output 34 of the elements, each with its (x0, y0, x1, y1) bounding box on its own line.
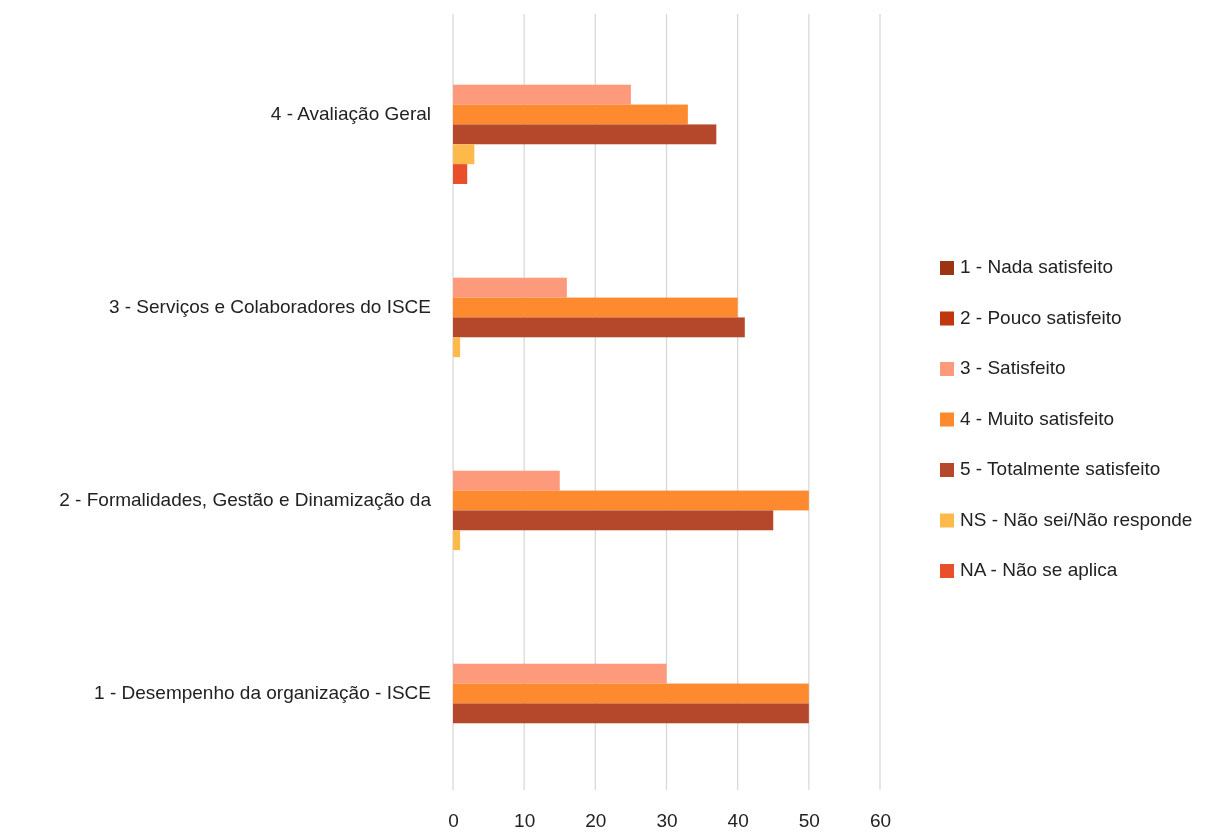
bar (453, 104, 688, 125)
y-tick-label: 2 - Formalidades, Gestão e Dinamização da (59, 488, 432, 510)
legend-label: 3 - Satisfeito (960, 357, 1066, 379)
x-tick-label: 10 (514, 810, 536, 832)
legend-label: 5 - Totalmente satisfeito (960, 458, 1161, 480)
legend-label: 2 - Pouco satisfeito (960, 306, 1122, 328)
bar (453, 703, 809, 724)
x-tick-label: 30 (656, 810, 678, 832)
bar (453, 84, 631, 105)
bar (453, 530, 461, 551)
bar (453, 164, 468, 184)
bar (453, 663, 667, 684)
y-tick-label: 1 - Desempenho da organização - ISCE (94, 681, 431, 703)
bar (453, 337, 461, 358)
x-tick-label: 50 (798, 810, 820, 832)
x-tick-label: 0 (448, 810, 459, 832)
legend-label: NA - Não se aplica (960, 559, 1118, 581)
legend-label: 4 - Muito satisfeito (960, 407, 1115, 429)
x-tick-label: 20 (585, 810, 607, 832)
bar (453, 490, 809, 511)
y-tick-label: 3 - Serviços e Colaboradores do ISCE (108, 295, 431, 317)
bar (453, 683, 809, 704)
y-tick-label: 4 - Avaliação Geral (270, 102, 431, 124)
bar (453, 277, 567, 298)
legend-label: NS - Não sei/Não responde (960, 508, 1193, 530)
bar (453, 124, 717, 145)
bar (453, 510, 774, 531)
bar (453, 317, 745, 338)
x-tick-label: 40 (727, 810, 749, 832)
x-tick-label: 60 (869, 810, 892, 832)
bar (453, 144, 475, 165)
bar (453, 470, 560, 491)
legend-label: 1 - Nada satisfeito (960, 256, 1114, 278)
bar (453, 297, 738, 318)
